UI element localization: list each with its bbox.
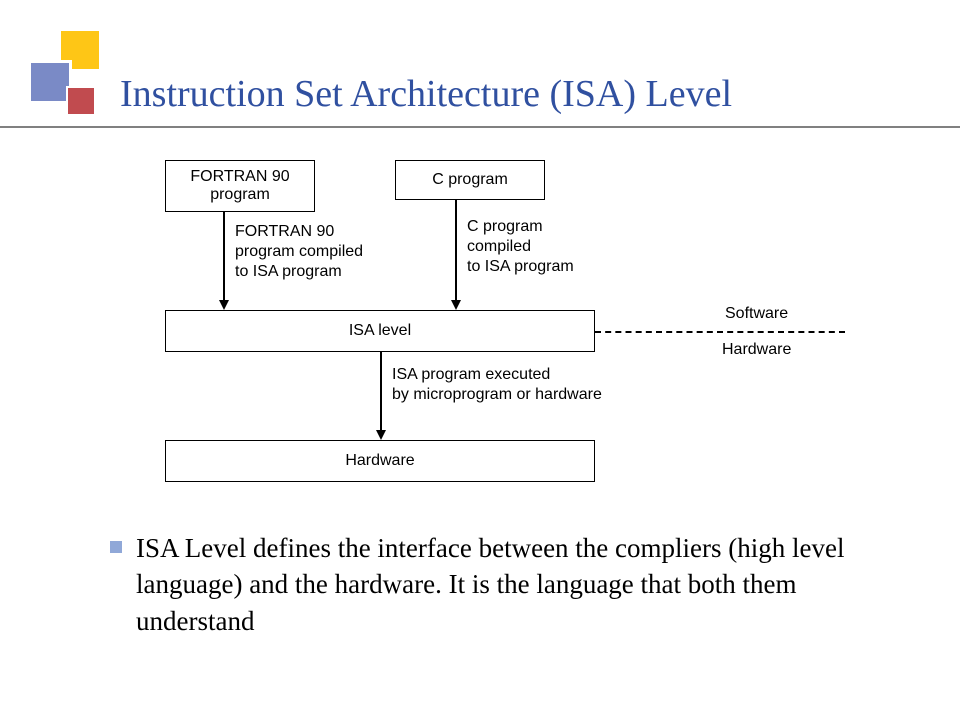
box-cprog-label: C program — [432, 171, 508, 189]
arrow — [223, 212, 225, 302]
box-hardware-label: Hardware — [345, 452, 414, 470]
box-isa-label: ISA level — [349, 322, 411, 340]
box-isa: ISA level — [165, 310, 595, 352]
arrow-label: ISA program executedby microprogram or h… — [392, 365, 602, 405]
bullet-text: ISA Level defines the interface between … — [136, 530, 870, 639]
isa-diagram: FORTRAN 90program C program ISA level Ha… — [155, 160, 875, 490]
title-underline — [0, 126, 960, 128]
box-fortran: FORTRAN 90program — [165, 160, 315, 212]
page-title: Instruction Set Architecture (ISA) Level — [120, 72, 732, 116]
label-hardware: Hardware — [722, 340, 791, 360]
arrow-label: C programcompiledto ISA program — [467, 217, 574, 277]
box-cprog: C program — [395, 160, 545, 200]
bullet-icon — [110, 541, 122, 553]
box-hardware: Hardware — [165, 440, 595, 482]
arrow-label: FORTRAN 90program compiledto ISA program — [235, 222, 363, 282]
bullet-item: ISA Level defines the interface between … — [110, 530, 870, 639]
box-fortran-label: FORTRAN 90program — [190, 168, 289, 204]
arrow-head-icon — [219, 300, 229, 310]
arrow — [380, 352, 382, 432]
arrow — [455, 200, 457, 302]
arrow-head-icon — [376, 430, 386, 440]
label-software: Software — [725, 304, 788, 324]
software-hardware-divider — [595, 331, 845, 333]
arrow-head-icon — [451, 300, 461, 310]
deco-squares — [28, 28, 118, 138]
